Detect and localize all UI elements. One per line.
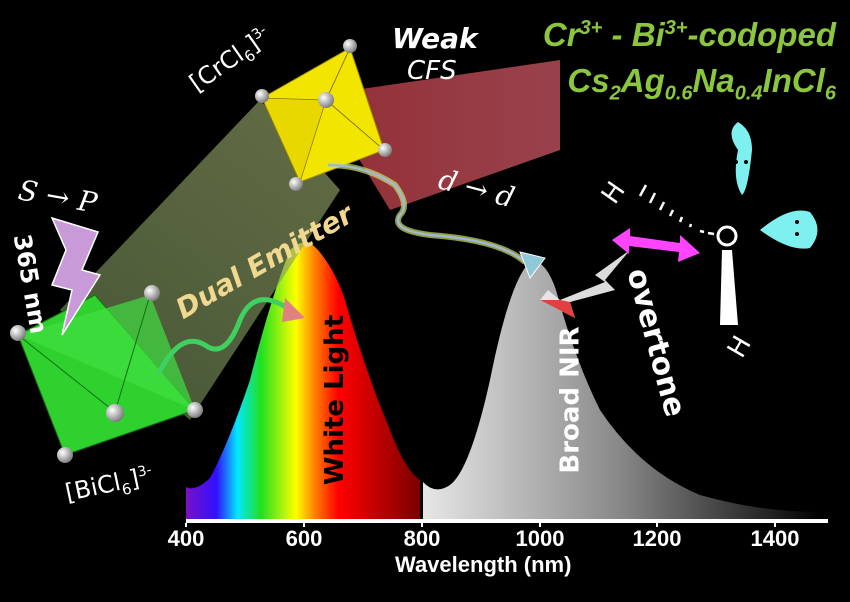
wedge-bond [720, 250, 738, 325]
x-axis-line [186, 519, 828, 523]
nir-arrowhead-icon [519, 251, 546, 280]
oxygen-atom [716, 225, 738, 247]
nir-transfer-arrow-core [327, 163, 526, 263]
x-tick-label: 1000 [515, 526, 565, 551]
axis-ticks [185, 523, 776, 527]
nir-emission-band [423, 261, 820, 519]
x-tick-label: 400 [167, 526, 205, 551]
overtone-lightning-tip [540, 300, 575, 318]
white-light-label: White Light [320, 314, 351, 486]
overtone-double-arrow [612, 228, 700, 262]
weak-cfs-beam [320, 60, 560, 210]
title-line-1: Cr3+ - Bi3+-codoped [542, 16, 836, 53]
lone-pair-top [731, 122, 752, 195]
x-tick-label: 1400 [750, 526, 800, 551]
lone-pair-right [760, 210, 818, 249]
green-transfer-arrow [155, 297, 292, 377]
crcl6-octahedron [255, 39, 392, 191]
green-arrowhead-icon [282, 298, 305, 322]
x-tick-label: 1200 [632, 526, 682, 551]
white-light-emission-band [186, 242, 420, 519]
title-line-2: Cs2Ag0.6Na0.4InCl6 [567, 62, 836, 105]
x-tick-label: 800 [403, 526, 441, 551]
x-tick-label: 600 [285, 526, 323, 551]
water-molecule [612, 122, 818, 325]
cfs-label: CFS [407, 56, 457, 86]
x-axis-label: Wavelength (nm) [395, 552, 572, 577]
excitation-lightning-icon [50, 216, 102, 336]
hash-bond [638, 184, 715, 236]
weak-label: Weak [392, 22, 478, 55]
broad-nir-label: Broad NIR [555, 326, 586, 474]
